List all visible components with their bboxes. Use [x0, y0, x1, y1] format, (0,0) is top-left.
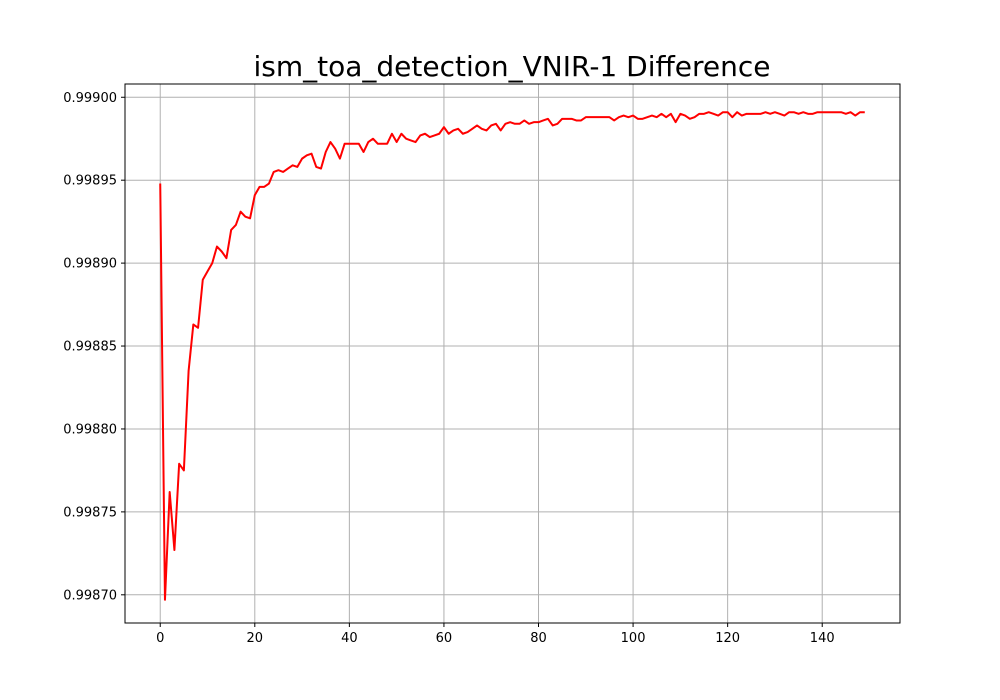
x-tick-label: 40: [341, 631, 358, 646]
x-tick-label: 120: [715, 631, 740, 646]
y-tick-label: 0.99875: [63, 505, 117, 520]
axis-ticks: 0 20 40 60 80 100 120 140 0.99870 0.99875 0.99880 0…: [63, 91, 834, 646]
x-tick-label: 60: [436, 631, 453, 646]
y-tick-label: 0.99885: [63, 340, 117, 355]
y-tick-label: 0.99890: [63, 257, 117, 272]
y-tick-label: 0.99895: [63, 174, 117, 189]
series-line: [159, 111, 865, 601]
x-tick-label: 0: [156, 631, 164, 646]
chart-title: ism_toa_detection_VNIR-1 Difference: [254, 50, 771, 83]
x-tick-label: 100: [621, 631, 646, 646]
y-tick-label: 0.99900: [63, 91, 117, 106]
x-tick-label: 80: [530, 631, 547, 646]
y-tick-label: 0.99880: [63, 422, 117, 437]
grid-lines: [125, 84, 900, 623]
plot-frame: [124, 83, 901, 624]
series-layer: [159, 111, 865, 601]
y-tick-label: 0.99870: [63, 588, 117, 603]
x-tick-label: 140: [810, 631, 835, 646]
x-tick-label: 20: [247, 631, 264, 646]
